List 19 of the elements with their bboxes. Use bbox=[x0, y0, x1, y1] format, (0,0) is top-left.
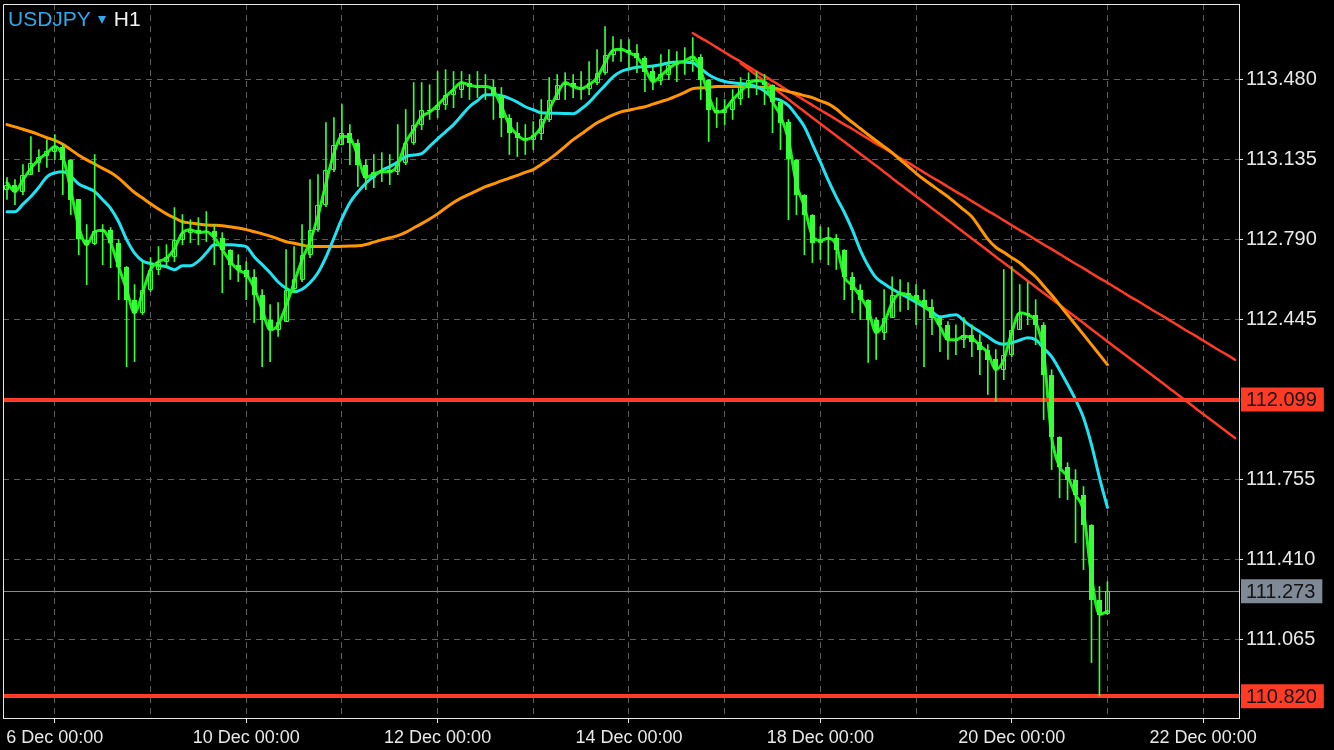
ref-line-label: 110.820 bbox=[1246, 684, 1317, 707]
x-tick-label: 22 Dec 00:00 bbox=[1149, 726, 1257, 747]
y-tick-label: 113.480 bbox=[1246, 66, 1317, 89]
ref-line-label: 112.099 bbox=[1246, 388, 1317, 411]
x-tick-label: 6 Dec 00:00 bbox=[6, 726, 104, 747]
x-tick-label: 14 Dec 00:00 bbox=[575, 726, 683, 747]
chart-title: USDJPY bbox=[8, 6, 91, 32]
x-tick-label: 18 Dec 00:00 bbox=[766, 726, 874, 747]
x-tick-label: 10 Dec 00:00 bbox=[192, 726, 300, 747]
y-tick-label: 111.755 bbox=[1246, 466, 1316, 489]
y-tick-label: 112.445 bbox=[1246, 306, 1317, 329]
ref-line-label: 111.273 bbox=[1246, 579, 1316, 602]
y-tick-label: 112.790 bbox=[1246, 226, 1317, 249]
y-tick-label: 111.410 bbox=[1246, 546, 1316, 569]
x-tick-label: 20 Dec 00:00 bbox=[958, 726, 1066, 747]
y-tick-label: 113.135 bbox=[1246, 146, 1317, 169]
y-tick-label: 111.065 bbox=[1246, 626, 1316, 649]
chart-subtitle: H1 bbox=[113, 6, 141, 32]
x-tick-label: 12 Dec 00:00 bbox=[384, 726, 492, 747]
